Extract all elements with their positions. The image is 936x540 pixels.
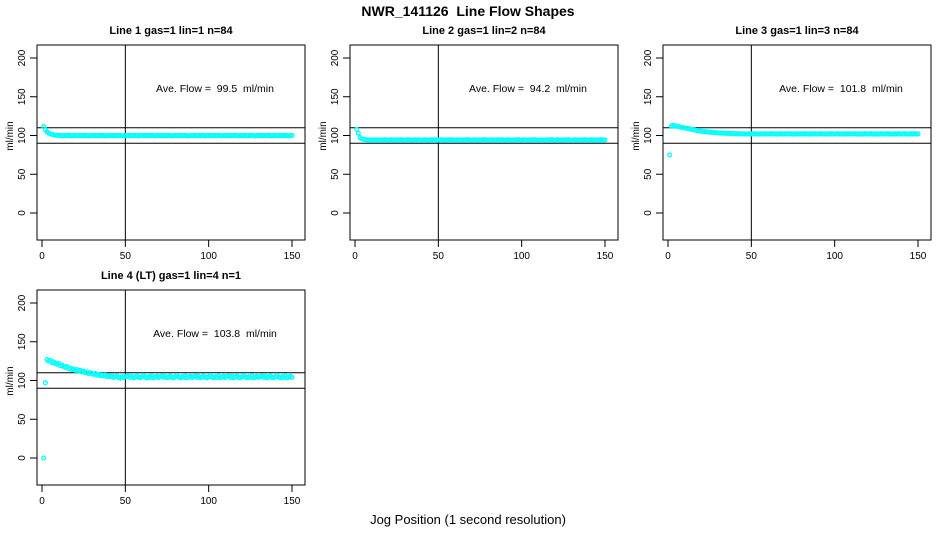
y-tick-label: 0 — [643, 210, 654, 216]
x-axis-ticks: 0 50 100 150 — [39, 485, 301, 507]
x-tick-label: 0 — [352, 251, 358, 262]
x-axis-label: Jog Position (1 second resolution) — [370, 512, 566, 527]
plot-box — [662, 44, 932, 241]
scatter-plot-line-4: 0 50 100 150 200 0 50 100 150 — [17, 289, 306, 507]
y-tick-label: 150 — [643, 88, 654, 105]
figure-title: NWR_141126 Line Flow Shapes — [361, 3, 575, 19]
x-tick-label: 150 — [910, 251, 927, 262]
panel-line-4: 0 50 100 150 200 0 50 100 150 Line 4 (LT) gas=1 … — [0, 265, 312, 515]
x-axis-ticks: 0 50 100 150 — [352, 240, 614, 262]
data-points — [41, 357, 295, 461]
y-tick-label: 0 — [17, 455, 28, 461]
y-tick-label: 200 — [17, 49, 28, 66]
panel-title: Line 1 gas=1 lin=1 n=84 — [109, 25, 233, 37]
y-tick-label: 150 — [330, 88, 341, 105]
y-tick-label: 50 — [643, 168, 654, 180]
x-tick-label: 150 — [597, 251, 614, 262]
data-point — [602, 137, 608, 143]
y-axis-ticks: 0 50 100 150 200 — [17, 294, 37, 461]
panel-line-2: 0 50 100 150 200 0 50 100 150 Line 2 gas=1 lin=2… — [313, 20, 625, 270]
x-tick-label: 50 — [120, 251, 132, 262]
data-point — [915, 131, 921, 137]
y-tick-label: 0 — [330, 210, 341, 216]
data-point — [667, 152, 673, 158]
x-tick-label: 100 — [826, 251, 843, 262]
y-tick-label: 200 — [643, 49, 654, 66]
panel-title: Line 4 (LT) gas=1 lin=4 n=1 — [100, 270, 242, 282]
scatter-plot-line-2: 0 50 100 150 200 0 50 100 150 — [330, 44, 619, 262]
x-tick-label: 150 — [284, 251, 301, 262]
x-tick-label: 50 — [433, 251, 445, 262]
y-tick-label: 150 — [17, 88, 28, 105]
x-tick-label: 150 — [284, 496, 301, 507]
panel-line-1: 0 50 100 150 200 0 50 100 150 Line 1 gas=1 lin=1… — [0, 20, 312, 270]
x-axis-ticks: 0 50 100 150 — [39, 240, 301, 262]
y-axis-label: ml/min — [5, 121, 16, 151]
y-tick-label: 150 — [17, 333, 28, 350]
y-tick-label: 50 — [17, 413, 28, 425]
y-tick-label: 50 — [330, 168, 341, 180]
data-point — [289, 133, 295, 139]
data-points — [354, 126, 608, 143]
y-axis-label: ml/min — [5, 366, 16, 396]
y-tick-label: 50 — [17, 168, 28, 180]
ave-flow-annotation: Ave. Flow = 103.8 ml/min — [153, 328, 277, 340]
y-tick-label: 100 — [643, 127, 654, 144]
x-axis-ticks: 0 50 100 150 — [665, 240, 927, 262]
panel-title: Line 2 gas=1 lin=2 n=84 — [422, 25, 546, 37]
x-tick-label: 0 — [39, 251, 45, 262]
y-tick-label: 100 — [17, 127, 28, 144]
x-tick-label: 50 — [120, 496, 132, 507]
data-point — [41, 455, 47, 461]
ave-flow-annotation: Ave. Flow = 101.8 ml/min — [779, 83, 903, 95]
x-tick-label: 100 — [200, 251, 217, 262]
ave-flow-annotation: Ave. Flow = 94.2 ml/min — [469, 83, 587, 95]
y-tick-label: 200 — [330, 49, 341, 66]
y-axis-ticks: 0 50 100 150 200 — [330, 49, 350, 216]
panel-title: Line 3 gas=1 lin=3 n=84 — [735, 25, 859, 37]
x-tick-label: 50 — [746, 251, 758, 262]
x-tick-label: 100 — [200, 496, 217, 507]
y-axis-label: ml/min — [631, 121, 642, 151]
data-point — [354, 126, 360, 132]
plot-box — [349, 44, 619, 241]
scatter-plot-line-3: 0 50 100 150 200 0 50 100 150 — [643, 44, 932, 262]
x-tick-label: 100 — [513, 251, 530, 262]
x-tick-label: 0 — [665, 251, 671, 262]
x-tick-label: 0 — [39, 496, 45, 507]
y-axis-ticks: 0 50 100 150 200 — [643, 49, 663, 216]
data-points — [41, 124, 295, 139]
y-axis-label: ml/min — [318, 121, 329, 151]
scatter-plot-line-1: 0 50 100 150 200 0 50 100 150 — [17, 44, 306, 262]
data-point — [355, 130, 361, 136]
data-point — [42, 380, 48, 386]
panel-line-3: 0 50 100 150 200 0 50 100 150 Line 3 gas=1 lin=3… — [626, 20, 936, 270]
y-tick-label: 100 — [330, 127, 341, 144]
plot-box — [36, 289, 306, 486]
plot-box — [36, 44, 306, 241]
y-tick-label: 100 — [17, 372, 28, 389]
y-tick-label: 200 — [17, 294, 28, 311]
data-point — [289, 374, 295, 380]
y-axis-ticks: 0 50 100 150 200 — [17, 49, 37, 216]
ave-flow-annotation: Ave. Flow = 99.5 ml/min — [156, 83, 274, 95]
y-tick-label: 0 — [17, 210, 28, 216]
data-points — [667, 122, 921, 158]
